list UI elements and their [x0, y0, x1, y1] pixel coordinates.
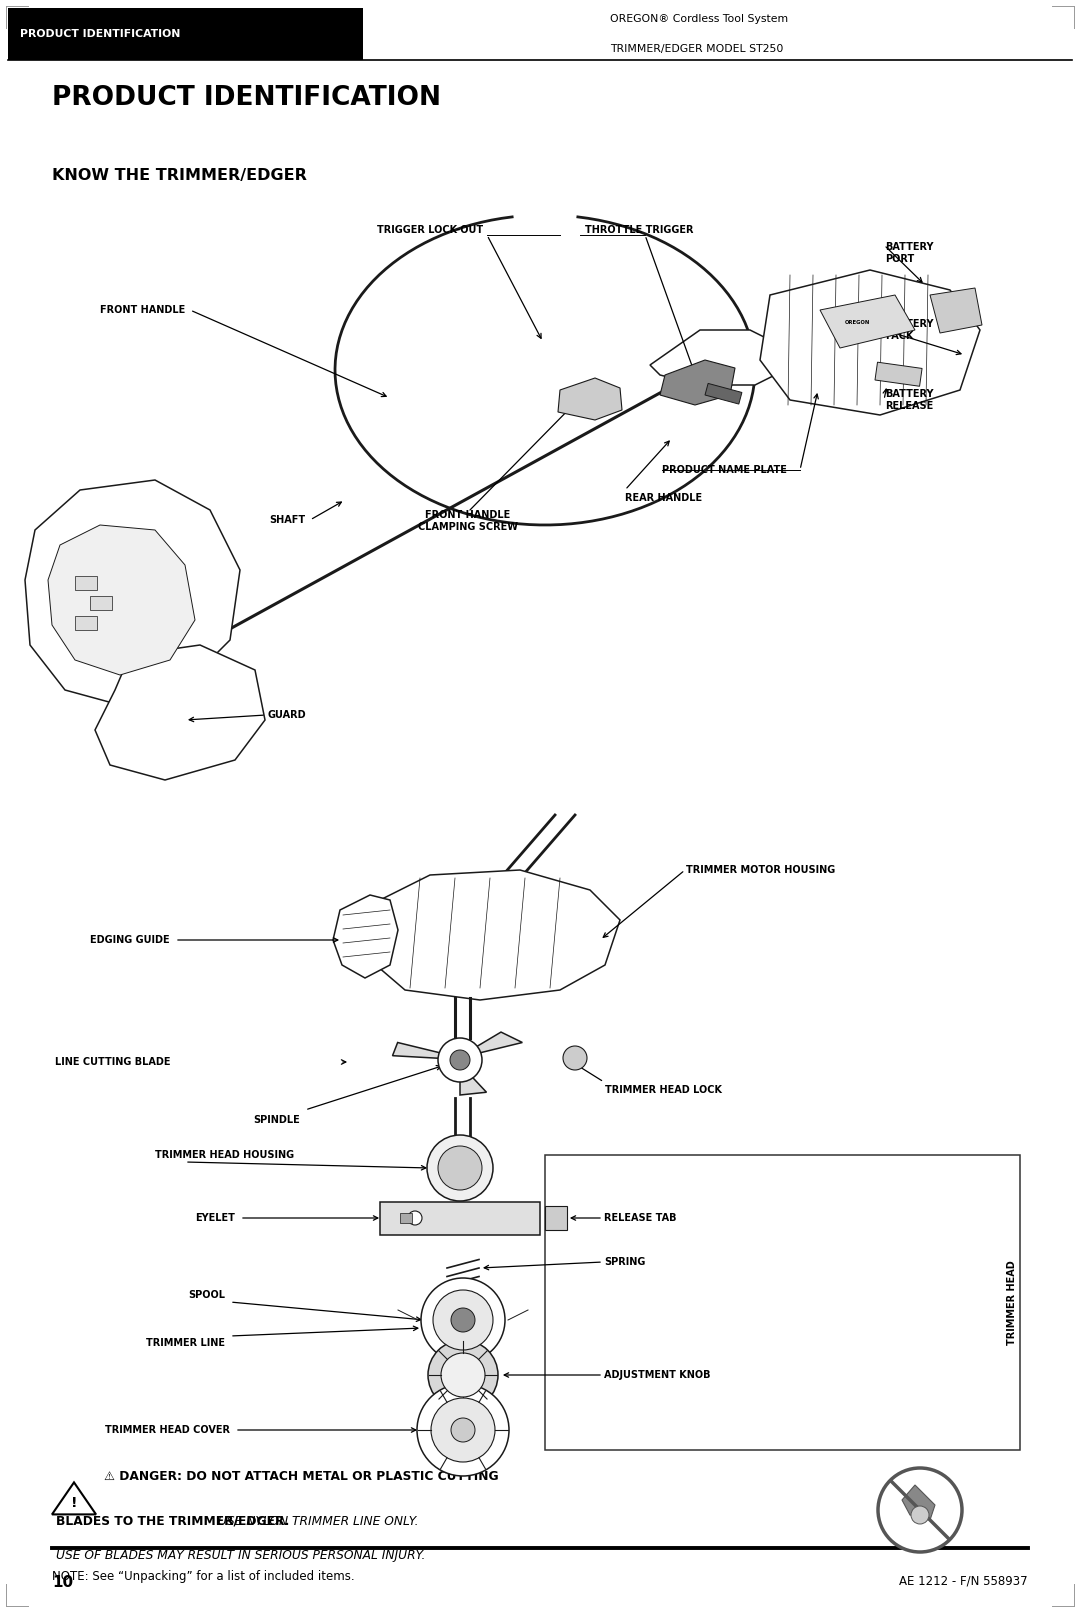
Polygon shape: [820, 295, 915, 348]
Text: BATTERY
RELEASE: BATTERY RELEASE: [885, 388, 933, 411]
Bar: [75, 575, 97, 590]
Circle shape: [427, 1135, 492, 1201]
Text: AE 1212 - F/N 558937: AE 1212 - F/N 558937: [900, 1575, 1028, 1588]
Text: PRODUCT NAME PLATE: PRODUCT NAME PLATE: [662, 464, 787, 476]
Circle shape: [563, 1046, 588, 1070]
Text: KNOW THE TRIMMER/EDGER: KNOW THE TRIMMER/EDGER: [52, 168, 307, 184]
Circle shape: [912, 1506, 929, 1523]
Polygon shape: [52, 1483, 96, 1514]
Circle shape: [431, 1398, 495, 1462]
Text: EDGING GUIDE: EDGING GUIDE: [91, 935, 170, 945]
Circle shape: [878, 1469, 962, 1552]
Text: EYELET: EYELET: [195, 1212, 235, 1224]
Text: THROTTLE TRIGGER: THROTTLE TRIGGER: [585, 226, 693, 235]
Text: GUARD: GUARD: [267, 709, 306, 721]
Circle shape: [451, 1419, 475, 1443]
Bar: [400, 1212, 411, 1224]
Bar: [705, 384, 742, 405]
Polygon shape: [460, 1067, 486, 1095]
Text: USE OF BLADES MAY RESULT IN SERIOUS PERSONAL INJURY.: USE OF BLADES MAY RESULT IN SERIOUS PERS…: [56, 1549, 426, 1562]
Polygon shape: [760, 269, 980, 414]
Bar: [545, 1156, 1020, 1451]
Text: ADJUSTMENT KNOB: ADJUSTMENT KNOB: [604, 1370, 711, 1380]
Text: SPOOL: SPOOL: [188, 1290, 225, 1299]
Text: SPRING: SPRING: [604, 1257, 646, 1267]
Circle shape: [421, 1278, 505, 1362]
Text: TRIMMER HEAD HOUSING: TRIMMER HEAD HOUSING: [156, 1149, 294, 1161]
Text: SPINDLE: SPINDLE: [253, 1116, 300, 1125]
Circle shape: [450, 1049, 470, 1070]
Polygon shape: [464, 1032, 523, 1056]
Text: RELEASE TAB: RELEASE TAB: [604, 1212, 676, 1224]
Text: BLADES TO THE TRIMMER/EDGER.: BLADES TO THE TRIMMER/EDGER.: [56, 1515, 289, 1528]
Circle shape: [433, 1290, 492, 1349]
Circle shape: [417, 1385, 509, 1477]
Circle shape: [438, 1146, 482, 1190]
Text: TRIMMER HEAD: TRIMMER HEAD: [1007, 1261, 1017, 1344]
Polygon shape: [930, 289, 982, 334]
Polygon shape: [95, 645, 265, 780]
Circle shape: [441, 1352, 485, 1398]
Bar: [380, 1201, 540, 1235]
Circle shape: [408, 1211, 422, 1225]
Polygon shape: [368, 870, 620, 999]
Text: NOTE: See “Unpacking” for a list of included items.: NOTE: See “Unpacking” for a list of incl…: [52, 1570, 354, 1583]
Polygon shape: [48, 526, 195, 675]
Text: ⚠ DANGER: DO NOT ATTACH METAL OR PLASTIC CUTTING: ⚠ DANGER: DO NOT ATTACH METAL OR PLASTIC…: [104, 1470, 499, 1483]
Polygon shape: [902, 1485, 935, 1520]
Text: BATTERY
PACK: BATTERY PACK: [885, 319, 933, 340]
Bar: [75, 616, 97, 630]
Bar: [545, 1206, 567, 1230]
Circle shape: [451, 1307, 475, 1332]
Polygon shape: [650, 330, 785, 385]
Bar: [875, 363, 922, 387]
Circle shape: [438, 1038, 482, 1082]
Polygon shape: [333, 895, 399, 978]
Polygon shape: [558, 377, 622, 421]
Text: OREGON® Cordless Tool System: OREGON® Cordless Tool System: [610, 15, 788, 24]
Text: TRIMMER HEAD LOCK: TRIMMER HEAD LOCK: [605, 1085, 723, 1095]
Text: FRONT HANDLE
CLAMPING SCREW: FRONT HANDLE CLAMPING SCREW: [418, 509, 518, 532]
Text: TRIMMER LINE: TRIMMER LINE: [146, 1338, 225, 1348]
Polygon shape: [660, 359, 735, 405]
Polygon shape: [25, 480, 240, 704]
Bar: [8, 8, 363, 60]
Text: TRIMMER/EDGER MODEL ST250: TRIMMER/EDGER MODEL ST250: [610, 44, 784, 53]
Text: TRIMMER MOTOR HOUSING: TRIMMER MOTOR HOUSING: [686, 866, 835, 875]
Text: PRODUCT IDENTIFICATION: PRODUCT IDENTIFICATION: [21, 29, 180, 39]
Bar: [90, 596, 112, 609]
Text: REAR HANDLE: REAR HANDLE: [625, 493, 702, 503]
Text: LINE CUTTING BLADE: LINE CUTTING BLADE: [55, 1057, 171, 1067]
Text: PRODUCT IDENTIFICATION: PRODUCT IDENTIFICATION: [52, 85, 441, 111]
Circle shape: [428, 1340, 498, 1410]
Text: BATTERY
PORT: BATTERY PORT: [885, 242, 933, 264]
Text: USE NYLON TRIMMER LINE ONLY.: USE NYLON TRIMMER LINE ONLY.: [214, 1515, 419, 1528]
Text: !: !: [71, 1496, 78, 1510]
Text: TRIGGER LOCK-OUT: TRIGGER LOCK-OUT: [377, 226, 483, 235]
Text: OREGON: OREGON: [845, 319, 869, 324]
Polygon shape: [392, 1043, 454, 1059]
Text: TRIMMER HEAD COVER: TRIMMER HEAD COVER: [105, 1425, 230, 1435]
Text: SHAFT: SHAFT: [269, 514, 305, 526]
Text: FRONT HANDLE: FRONT HANDLE: [99, 305, 185, 314]
Text: 10: 10: [52, 1575, 73, 1589]
